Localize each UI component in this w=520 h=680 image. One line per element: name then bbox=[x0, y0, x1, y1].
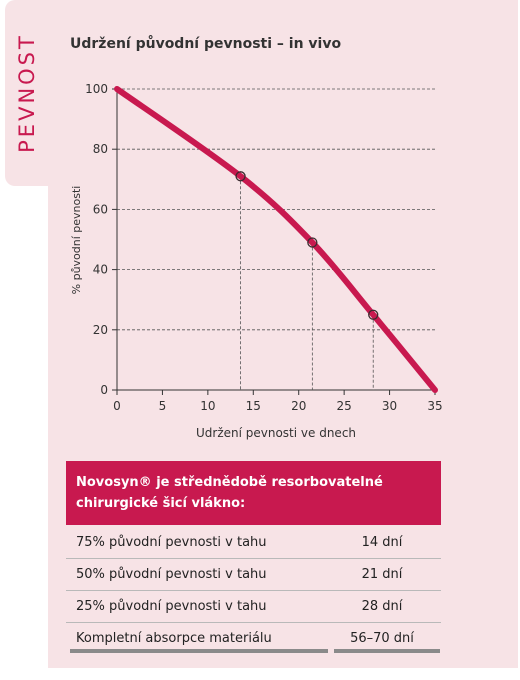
x-tick-label: 20 bbox=[291, 399, 306, 413]
row-value: 28 dní bbox=[323, 590, 441, 623]
x-tick-label: 30 bbox=[382, 399, 397, 413]
table-row: 75% původní pevnosti v tahu 14 dní bbox=[66, 527, 441, 559]
chart-title: Udržení původní pevnosti – in vivo bbox=[70, 36, 342, 52]
x-tick-label: 0 bbox=[113, 399, 121, 413]
chart-guides bbox=[240, 176, 374, 390]
chart-markers bbox=[235, 171, 379, 320]
y-axis-label: % původní pevnosti bbox=[70, 186, 83, 295]
y-tick-label: 100 bbox=[85, 82, 108, 96]
series-line bbox=[114, 86, 438, 393]
y-tick-label: 20 bbox=[93, 323, 108, 337]
x-tick-label: 5 bbox=[159, 399, 167, 413]
table-footer-bar bbox=[334, 649, 440, 653]
y-tick-label: 60 bbox=[93, 202, 108, 216]
x-tick-label: 15 bbox=[246, 399, 261, 413]
table-row: 50% původní pevnosti v tahu 21 dní bbox=[66, 558, 441, 591]
row-label: 50% původní pevnosti v tahu bbox=[66, 558, 323, 591]
facts-table: 75% původní pevnosti v tahu 14 dní 50% p… bbox=[66, 527, 441, 654]
x-tick-label: 25 bbox=[337, 399, 352, 413]
row-value: 56–70 dní bbox=[350, 631, 414, 646]
row-label: Kompletní absorpce materiálu bbox=[76, 631, 272, 646]
x-tick-labels: 0 5 10 15 20 25 30 35 bbox=[113, 399, 442, 413]
data-point bbox=[307, 237, 318, 248]
chart-series bbox=[114, 86, 438, 393]
chart-axes bbox=[112, 88, 436, 395]
table-row: 25% původní pevnosti v tahu 28 dní bbox=[66, 590, 441, 623]
y-tick-label: 40 bbox=[93, 263, 108, 277]
section-tab: PEVNOST bbox=[5, 0, 48, 186]
data-point bbox=[235, 171, 246, 182]
row-value: 21 dní bbox=[323, 558, 441, 591]
table-row: Kompletní absorpce materiálu 56–70 dní bbox=[66, 623, 441, 655]
row-value: 14 dní bbox=[323, 527, 441, 559]
info-box: Novosyn® je střednědobě resorbovatelné c… bbox=[66, 461, 441, 525]
y-tick-labels: 0 20 40 60 80 100 bbox=[85, 82, 108, 397]
row-label: 25% původní pevnosti v tahu bbox=[66, 590, 323, 623]
y-tick-label: 80 bbox=[93, 142, 108, 156]
x-tick-label: 35 bbox=[427, 399, 442, 413]
info-line-1: Novosyn® je střednědobě resorbovatelné bbox=[76, 475, 383, 490]
info-line-2: chirurgické šicí vlákno: bbox=[76, 496, 246, 511]
x-tick-label: 10 bbox=[200, 399, 215, 413]
y-tick-label: 0 bbox=[100, 383, 108, 397]
data-point bbox=[368, 309, 379, 320]
x-axis-label: Udržení pevnosti ve dnech bbox=[196, 426, 356, 440]
chart-grid bbox=[117, 88, 435, 331]
row-label: 75% původní pevnosti v tahu bbox=[66, 527, 323, 559]
table-footer-bar bbox=[70, 649, 328, 653]
